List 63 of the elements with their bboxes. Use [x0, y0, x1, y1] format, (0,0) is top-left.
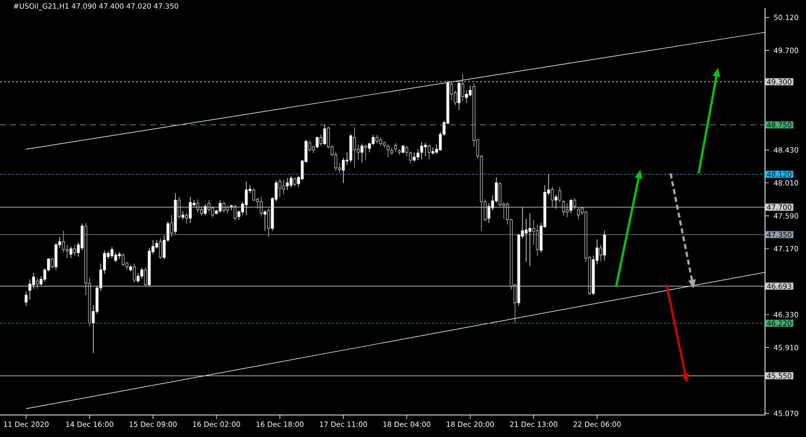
candlestick	[562, 200, 565, 216]
candlestick	[360, 143, 364, 163]
candlestick	[573, 198, 576, 210]
candlestick	[320, 134, 322, 146]
candlestick	[577, 206, 580, 220]
candlestick	[282, 179, 286, 195]
candlestick	[394, 142, 397, 153]
candlestick	[36, 277, 39, 290]
candlestick	[498, 182, 502, 208]
candlestick	[468, 85, 472, 96]
candlestick	[62, 230, 65, 253]
candlestick	[428, 144, 431, 160]
candlestick	[409, 151, 412, 164]
candlestick	[487, 202, 490, 224]
candlestick	[308, 140, 312, 152]
candlestick	[200, 206, 203, 216]
candlestick	[252, 188, 256, 202]
candlestick	[32, 272, 36, 290]
candlestick	[554, 194, 558, 210]
candlestick	[364, 144, 368, 160]
candlestick	[599, 244, 602, 262]
candlestick	[159, 238, 162, 260]
candlestick	[185, 212, 188, 224]
candlestick	[80, 223, 84, 251]
candlestick	[73, 244, 76, 256]
candlestick	[465, 90, 468, 104]
candlestick	[424, 142, 427, 157]
candlestick	[188, 196, 192, 224]
candlestick	[603, 230, 606, 261]
candlestick	[267, 208, 270, 238]
candlestick	[170, 214, 174, 238]
candlestick	[412, 152, 416, 162]
candlestick	[461, 74, 464, 102]
candlestick	[420, 142, 424, 160]
candlestick	[136, 272, 140, 283]
candlestick	[528, 213, 532, 266]
candlestick	[132, 263, 136, 283]
candlestick	[286, 178, 289, 190]
candlestick	[24, 292, 28, 306]
candlestick	[323, 124, 326, 146]
candlestick	[234, 204, 237, 221]
candlestick	[110, 246, 114, 258]
candlestick	[386, 144, 390, 158]
candlestick	[140, 267, 144, 279]
candlestick	[458, 80, 460, 110]
candlestick	[450, 81, 453, 101]
candlestick	[536, 224, 539, 256]
candlestick	[178, 196, 181, 220]
candlestick	[50, 258, 54, 269]
candlestick	[28, 279, 32, 300]
candlestick	[570, 199, 572, 214]
candlestick	[122, 253, 125, 266]
candlestick	[54, 242, 58, 270]
candlestick	[218, 200, 222, 213]
candlestick	[69, 246, 72, 258]
candlestick	[278, 178, 282, 198]
candlestick	[290, 176, 292, 188]
candlestick	[264, 210, 266, 232]
candlestick	[211, 206, 214, 218]
candlestick	[144, 267, 147, 286]
candlestick	[566, 202, 569, 218]
candlestick	[353, 126, 356, 168]
candlestick	[416, 148, 420, 160]
